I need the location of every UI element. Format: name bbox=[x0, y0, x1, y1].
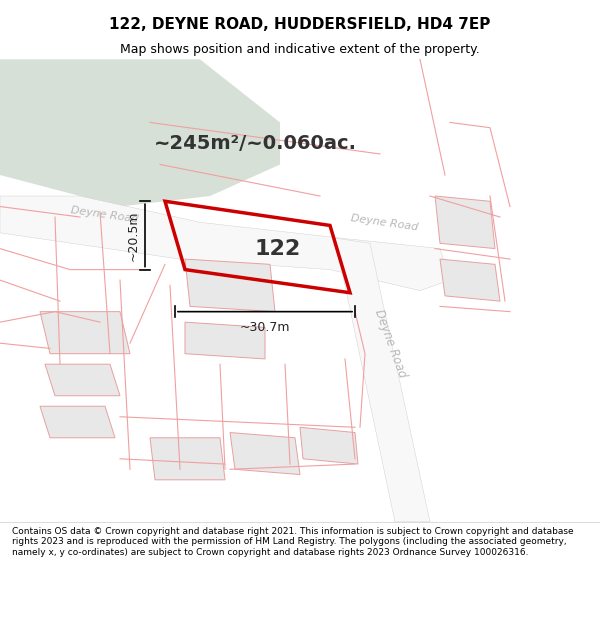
Text: 122: 122 bbox=[255, 239, 301, 259]
Polygon shape bbox=[0, 196, 450, 291]
Polygon shape bbox=[150, 438, 225, 480]
Polygon shape bbox=[185, 259, 275, 312]
Polygon shape bbox=[230, 432, 300, 474]
Polygon shape bbox=[435, 196, 495, 249]
Polygon shape bbox=[40, 312, 130, 354]
Text: ~245m²/~0.060ac.: ~245m²/~0.060ac. bbox=[154, 134, 356, 153]
Text: ~30.7m: ~30.7m bbox=[240, 321, 290, 334]
Polygon shape bbox=[185, 322, 265, 359]
Polygon shape bbox=[40, 406, 115, 437]
Text: Deyne Road: Deyne Road bbox=[70, 205, 139, 224]
Text: 122, DEYNE ROAD, HUDDERSFIELD, HD4 7EP: 122, DEYNE ROAD, HUDDERSFIELD, HD4 7EP bbox=[109, 17, 491, 32]
Polygon shape bbox=[440, 259, 500, 301]
Text: Map shows position and indicative extent of the property.: Map shows position and indicative extent… bbox=[120, 42, 480, 56]
Polygon shape bbox=[45, 364, 120, 396]
Text: Deyne Road: Deyne Road bbox=[371, 308, 409, 379]
Text: Contains OS data © Crown copyright and database right 2021. This information is : Contains OS data © Crown copyright and d… bbox=[12, 527, 574, 557]
Polygon shape bbox=[335, 238, 430, 522]
Polygon shape bbox=[300, 428, 358, 464]
Polygon shape bbox=[0, 59, 280, 206]
Text: Deyne Road: Deyne Road bbox=[350, 213, 419, 232]
Text: ~20.5m: ~20.5m bbox=[127, 210, 139, 261]
